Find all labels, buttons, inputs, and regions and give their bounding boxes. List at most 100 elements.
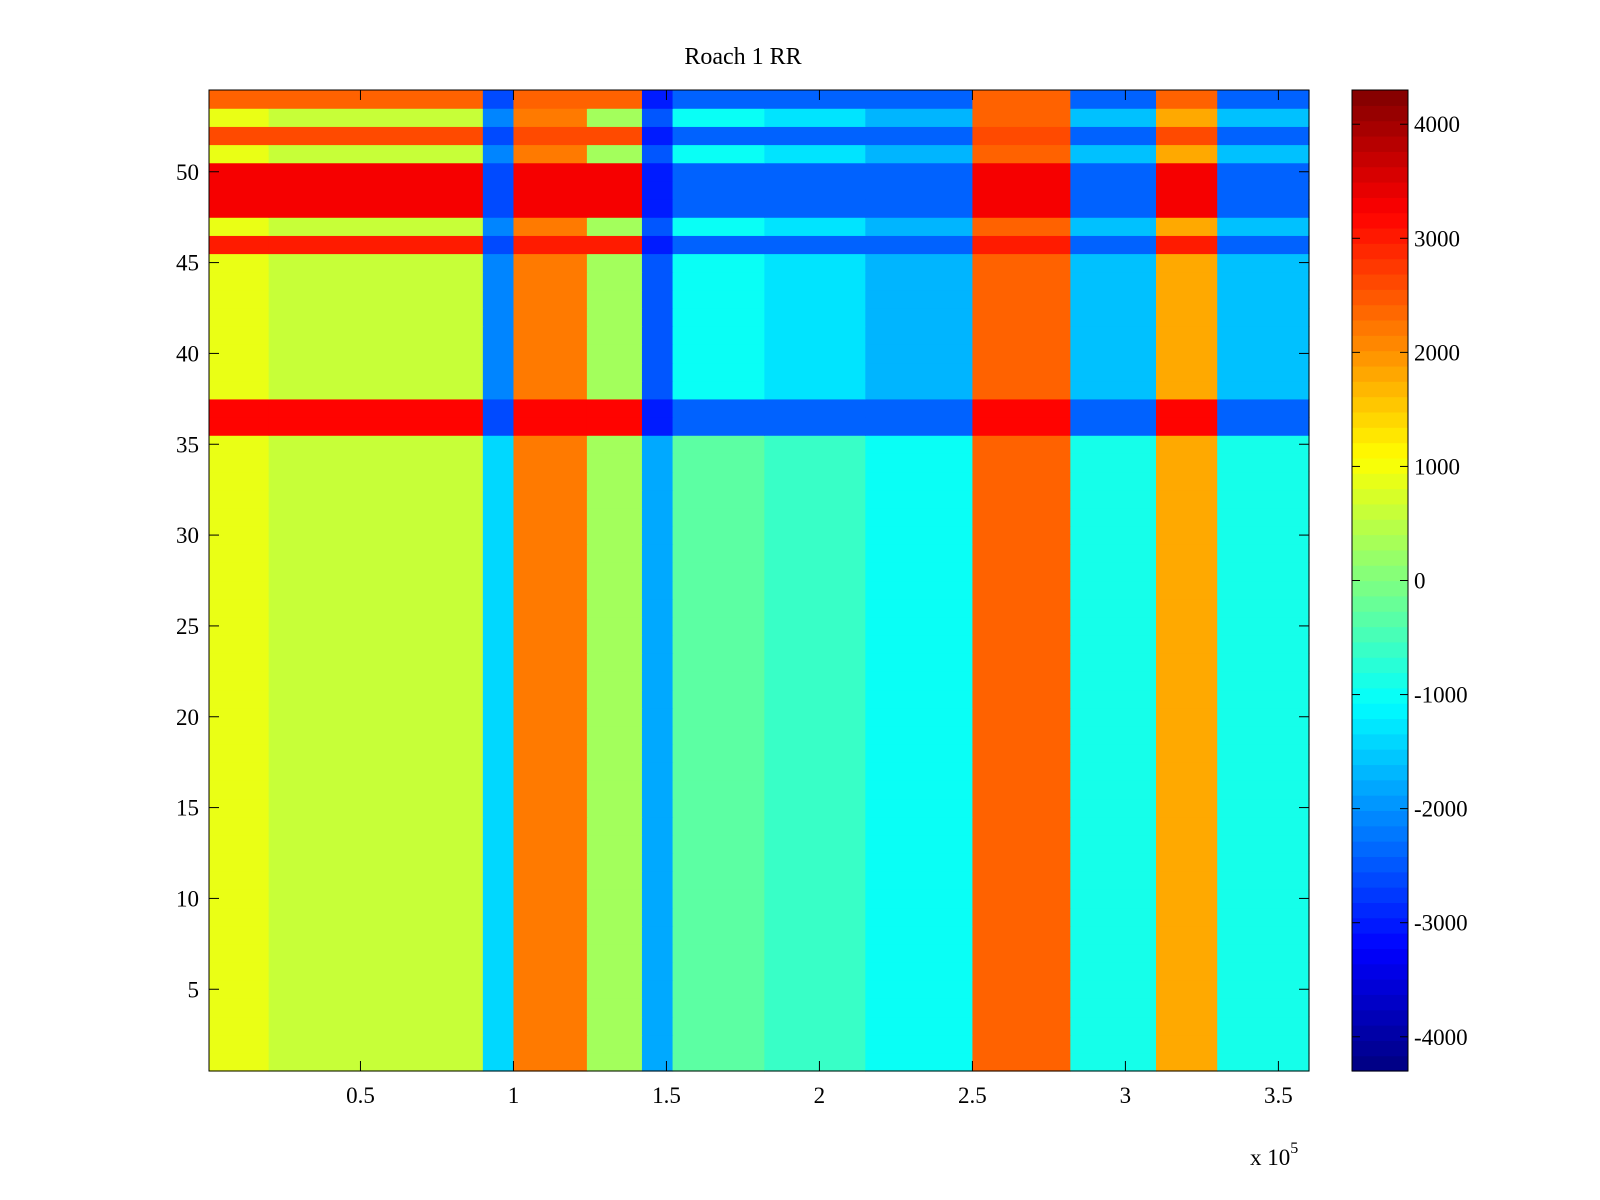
heatmap-cell-layer [209,90,1310,1072]
colorbar-strip [1352,227,1408,244]
heatmap-cell [1070,653,1157,672]
heatmap-cell [1070,998,1157,1018]
heatmap-cell [764,689,866,709]
heatmap-cell [972,689,1071,709]
heatmap-cell [1156,1052,1218,1072]
heatmap-cell [268,707,484,727]
heatmap-cell [209,834,270,854]
heatmap-cell [209,162,270,182]
heatmap-cell [865,853,974,872]
heatmap-cell [1217,653,1310,672]
heatmap-cell [209,889,270,909]
heatmap-cell [586,962,643,981]
heatmap-cell [513,762,588,781]
heatmap-cell [268,544,484,563]
heatmap-cell [972,907,1071,927]
heatmap-cell [672,489,765,509]
heatmap-cell [641,943,674,963]
heatmap-cell [672,725,765,745]
y-tick-label: 45 [176,251,199,276]
heatmap-cell [764,271,866,291]
heatmap-cell [641,962,674,981]
heatmap-cell [1070,289,1157,309]
heatmap-cell [972,635,1071,654]
heatmap-cell [1217,816,1310,836]
heatmap-cell [972,834,1071,854]
colorbar-tick-label: 2000 [1414,340,1460,365]
heatmap-cell [482,435,515,454]
heatmap-cell [1070,380,1157,400]
heatmap-cell [1156,217,1218,236]
heatmap-cell [1070,108,1157,127]
heatmap-cell [513,108,588,127]
heatmap-cell [1217,780,1310,800]
colorbar-strip [1352,396,1408,413]
heatmap-cell [1156,326,1218,345]
colorbar-strip [1352,902,1408,919]
heatmap-cell [865,780,974,800]
heatmap-cell [209,289,270,309]
heatmap-cell [764,962,866,981]
heatmap-cell [1070,671,1157,691]
heatmap-cell [764,199,866,218]
heatmap-cell [209,235,270,255]
heatmap-cell [972,144,1071,164]
heatmap-cell [972,526,1071,545]
heatmap-cell [268,780,484,800]
heatmap-cell [1217,871,1310,890]
heatmap-cell [268,671,484,691]
heatmap-cell [1217,943,1310,963]
heatmap-cell [586,798,643,818]
heatmap-cell [641,635,674,654]
heatmap-cell [1156,671,1218,691]
heatmap-cell [865,580,974,600]
heatmap-cell [209,962,270,981]
heatmap-cell [482,925,515,945]
heatmap-cell [672,889,765,909]
y-tick-label: 10 [176,886,199,911]
heatmap-cell [641,671,674,691]
heatmap-cell [1156,798,1218,818]
heatmap-cell [972,707,1071,727]
heatmap-cell [209,199,270,218]
heatmap-cell [513,943,588,963]
heatmap-cell [641,725,674,745]
heatmap-cell [672,962,765,981]
heatmap-cell [1217,108,1310,127]
heatmap-cell [764,725,866,745]
heatmap-cell [268,326,484,345]
heatmap-cell [865,217,974,236]
heatmap-cell [1156,998,1218,1018]
heatmap-cell [672,998,765,1018]
heatmap-cell [268,108,484,127]
heatmap-cell [1070,925,1157,945]
heatmap-cell [513,180,588,200]
heatmap-cell [1070,435,1157,454]
heatmap-cell [1156,780,1218,800]
heatmap-cell [672,853,765,872]
heatmap-cell [641,544,674,563]
heatmap-cell [586,780,643,800]
heatmap-cell [1070,144,1157,164]
colorbar-strip [1352,933,1408,949]
heatmap-cell [513,580,588,600]
heatmap-cell [482,962,515,981]
heatmap-cell [1217,925,1310,945]
x-exponent-label: x 105 [1250,1140,1298,1170]
heatmap-cell [1217,308,1310,327]
heatmap-cell [209,217,270,236]
heatmap-cell [1217,362,1310,382]
heatmap-cell [1217,507,1310,527]
heatmap-cell [641,980,674,999]
heatmap-cell [586,417,643,436]
heatmap-cell [482,235,515,255]
heatmap-cell [209,853,270,872]
heatmap-cell [865,635,974,654]
heatmap-cell [209,998,270,1018]
heatmap-cell [209,653,270,672]
colorbar-strip [1352,887,1408,903]
heatmap-cell [672,925,765,945]
heatmap-cell [513,962,588,981]
heatmap-cell [1070,616,1157,636]
heatmap-cell [672,780,765,800]
